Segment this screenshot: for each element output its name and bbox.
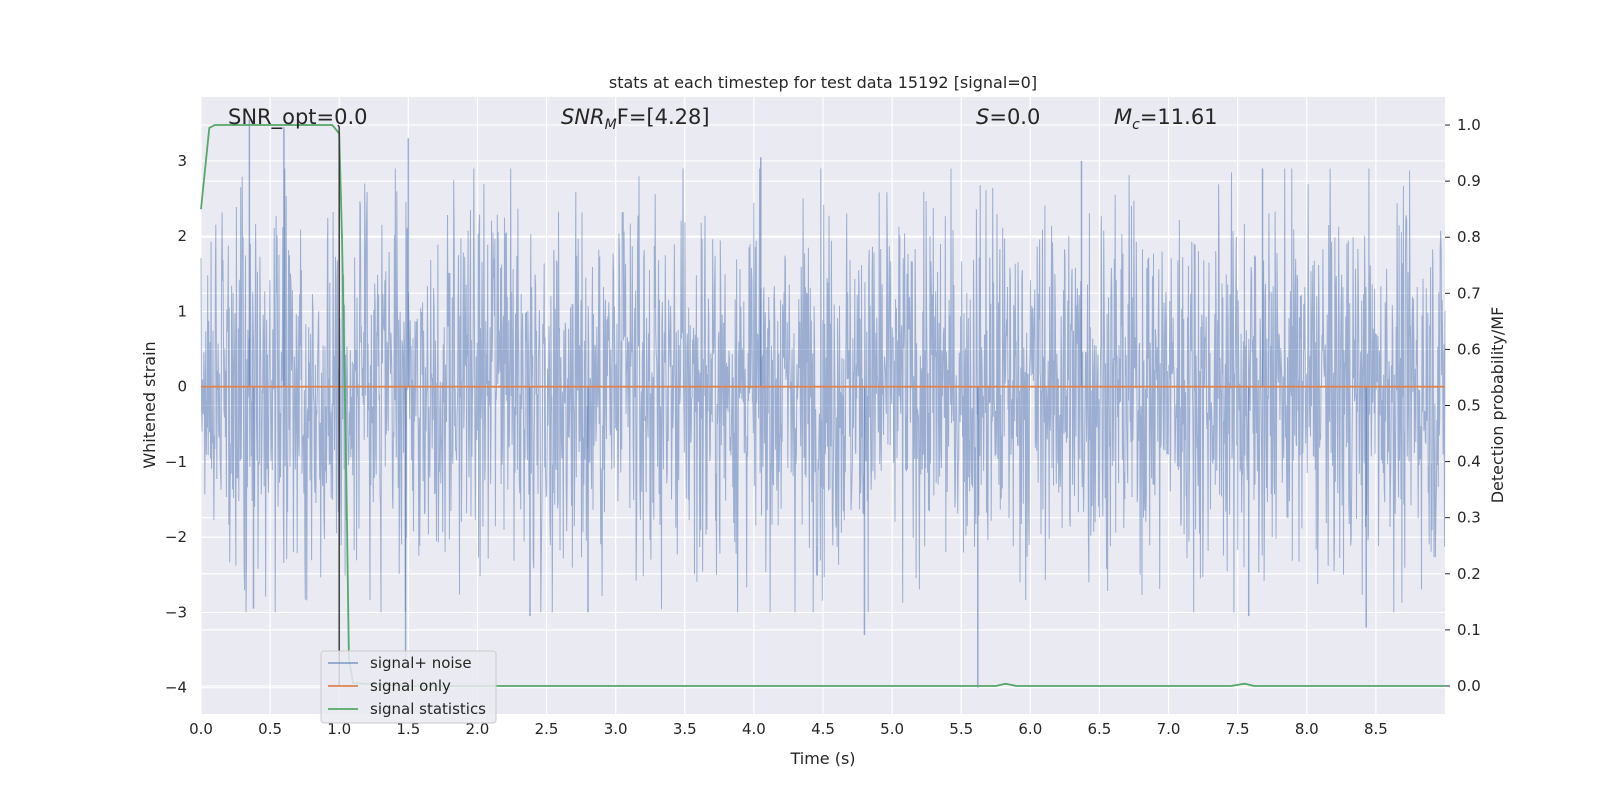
y-right-tick-label: 0.1 — [1457, 621, 1481, 639]
legend-label-statistics: signal statistics — [370, 700, 486, 718]
y-right-tick-label: 0.0 — [1457, 677, 1481, 695]
x-tick-label: 1.5 — [396, 720, 420, 738]
annotation-snr-mf-sub: M — [605, 117, 617, 133]
legend: signal+ noise signal only signal statist… — [320, 650, 497, 724]
x-tick-label: 1.0 — [327, 720, 351, 738]
x-tick-label: 6.0 — [1018, 720, 1042, 738]
x-tick-label: 6.5 — [1088, 720, 1112, 738]
x-tick-labels: 0.0 0.5 1.0 1.5 2.0 2.5 3.0 3.5 4.0 4.5 5.0 5.5 6.0 6… — [189, 720, 1388, 738]
y-left-axis-title: Whitened strain — [140, 341, 159, 468]
annotation-snr-mf-main: SNR — [561, 105, 605, 129]
y-left-tick-label: −3 — [165, 603, 187, 621]
annotation-s: S=0.0 — [976, 105, 1040, 129]
y-right-tick-label: 0.2 — [1457, 565, 1481, 583]
y-right-tick-label: 0.3 — [1457, 509, 1481, 527]
annotation-snr-mf: SNRMF=[4.28] — [561, 105, 710, 133]
y-right-axis-title: Detection probability/MF — [1488, 307, 1507, 504]
y-left-tick-label: 1 — [177, 302, 187, 320]
annotation-s-rest: =0.0 — [989, 105, 1040, 129]
x-tick-label: 7.5 — [1226, 720, 1250, 738]
x-tick-label: 5.0 — [880, 720, 904, 738]
annotation-snr-mf-rest: F=[4.28] — [617, 105, 710, 129]
y-left-tick-label: −1 — [165, 453, 187, 471]
y-right-tick-labels: 1.0 0.9 0.8 0.7 0.6 0.5 0.4 0.3 0.2 0.1 0.0 — [1445, 116, 1481, 695]
y-right-tick-label: 0.6 — [1457, 340, 1481, 358]
x-tick-label: 8.5 — [1364, 720, 1388, 738]
x-tick-label: 3.0 — [604, 720, 628, 738]
y-left-tick-label: −2 — [165, 528, 187, 546]
annotation-mc-rest: =11.61 — [1140, 105, 1218, 129]
x-tick-label: 4.0 — [742, 720, 766, 738]
y-right-tick-label: 0.5 — [1457, 397, 1481, 415]
series-line-3 — [337, 124, 340, 686]
y-left-tick-label: 0 — [177, 378, 187, 396]
x-tick-label: 8.0 — [1295, 720, 1319, 738]
annotation-mc-sub: c — [1132, 117, 1140, 133]
legend-box — [320, 650, 497, 724]
legend-label-signal: signal only — [370, 677, 451, 695]
y-left-tick-label: 2 — [177, 227, 187, 245]
x-tick-label: 2.5 — [535, 720, 559, 738]
y-right-tick-label: 0.7 — [1457, 284, 1481, 302]
chart-title: stats at each timestep for test data 151… — [609, 73, 1037, 92]
y-left-tick-label: −4 — [165, 679, 187, 697]
signal-noise-series — [200, 119, 1446, 688]
y-right-tick-label: 0.4 — [1457, 453, 1481, 471]
annotation-mc: Mc=11.61 — [1114, 105, 1218, 133]
y-left-tick-label: 3 — [177, 152, 187, 170]
annotation-snr-opt: SNR_opt=0.0 — [228, 105, 368, 130]
annotation-s-main: S — [976, 105, 989, 129]
x-tick-label: 0.5 — [258, 720, 282, 738]
x-tick-label: 7.0 — [1157, 720, 1181, 738]
x-tick-label: 5.5 — [949, 720, 973, 738]
x-tick-label: 2.0 — [466, 720, 490, 738]
y-right-tick-label: 0.9 — [1457, 172, 1481, 190]
y-left-tick-labels: 3 2 1 0 −1 −2 −3 −4 — [165, 152, 187, 697]
x-tick-label: 0.0 — [189, 720, 213, 738]
annotation-mc-main: M — [1114, 105, 1132, 129]
x-tick-label: 3.5 — [673, 720, 697, 738]
x-tick-label: 4.5 — [811, 720, 835, 738]
legend-label-noise: signal+ noise — [370, 654, 472, 672]
x-axis-title: Time (s) — [789, 749, 855, 768]
y-right-tick-label: 0.8 — [1457, 228, 1481, 246]
y-right-tick-label: 1.0 — [1457, 116, 1481, 134]
